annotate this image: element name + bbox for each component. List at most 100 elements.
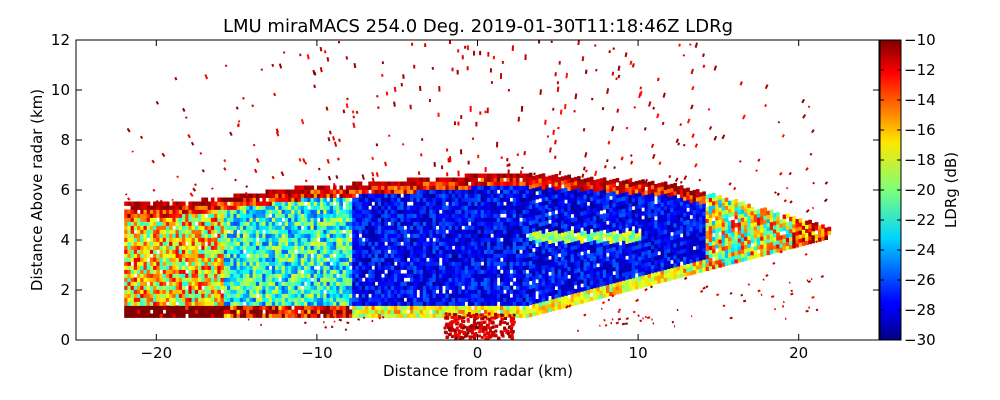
heatmap-cell [291,213,295,218]
heatmap-cell [535,175,539,180]
heatmap-cell [461,309,465,314]
heatmap-cell [124,225,128,230]
heatmap-cell [622,212,626,217]
heatmap-cell [490,197,494,202]
heatmap-cell [403,313,408,318]
heatmap-cell [165,249,170,254]
heatmap-cell [329,253,334,258]
heatmap-cell [201,277,205,282]
heatmap-cell [239,273,244,278]
heatmap-cell [422,205,427,210]
heatmap-cell [480,213,485,218]
heatmap-cell [628,278,633,284]
heatmap-cell [233,309,237,314]
heatmap-cell [368,301,372,306]
heatmap-cell [352,309,356,314]
heatmap-cell [252,217,257,222]
heatmap-cell [567,266,571,271]
heatmap-cell [561,208,565,213]
heatmap-cell [294,281,298,286]
heatmap-cell [471,193,475,198]
heatmap-cell [532,239,536,245]
heatmap-cell [191,257,196,262]
heatmap-cell [394,197,398,202]
heatmap-cell [355,253,359,258]
heatmap-cell [461,209,465,214]
heatmap-cell [233,193,237,198]
heatmap-cell [493,289,498,294]
heatmap-cell [580,259,584,264]
heatmap-cell [631,189,636,195]
heatmap-cell [445,265,449,270]
heatmap-cell [554,190,559,195]
heatmap-cell [326,185,331,190]
heatmap-cell [641,219,645,224]
heatmap-cell [589,212,594,218]
heatmap-cell [400,205,404,210]
heatmap-cell [320,201,324,206]
heatmap-cell [371,269,376,274]
heatmap-cell [413,177,417,182]
heatmap-cell [480,265,485,270]
heatmap-cell [259,309,263,314]
heatmap-cell [493,309,498,314]
heatmap-cell [316,245,321,250]
heatmap-cell [252,249,257,254]
heatmap-cell [239,277,244,282]
heatmap-cell [403,233,408,238]
heatmap-cell [641,271,645,276]
heatmap-cell [291,197,295,202]
heatmap-cell [625,179,629,184]
heatmap-cell [310,313,315,318]
heatmap-cell [230,229,234,234]
heatmap-cell [133,277,138,282]
heatmap-cell [194,281,199,286]
heatmap-cell [406,313,411,318]
heatmap-cell [609,207,613,213]
heatmap-cell [599,282,604,287]
heatmap-cell [313,241,318,246]
heatmap-cell [628,218,633,224]
heatmap-cell [394,245,398,250]
heatmap-cell [545,264,549,269]
heatmap-cell [509,177,514,182]
heatmap-cell [271,289,276,294]
heatmap-cell [429,185,433,190]
heatmap-cell [243,289,247,294]
heatmap-cell [249,221,253,226]
heatmap-cell [329,201,334,206]
heatmap-cell [233,249,237,254]
heatmap-cell [252,273,257,278]
heatmap-cell [194,209,199,214]
heatmap-cell [455,193,459,198]
heatmap-cell [522,201,527,206]
heatmap-cell [609,191,613,197]
heatmap-cell [307,269,311,274]
heatmap-cell [336,225,340,230]
heatmap-cell [429,233,433,238]
heatmap-cell [159,245,164,250]
heatmap-cell [352,253,356,258]
heatmap-cell [271,209,276,214]
heatmap-cell [149,297,154,302]
heatmap-cell [599,262,604,267]
heatmap-cell [422,225,427,230]
heatmap-cell [243,297,247,302]
heatmap-cell [275,273,279,278]
heatmap-cell [259,257,263,262]
heatmap-cell [281,281,286,286]
heatmap-cell [281,205,286,210]
heatmap-cell [397,273,401,278]
heatmap-cell [352,233,356,238]
heatmap-cell [191,293,196,298]
heatmap-cell [532,195,536,201]
heatmap-cell [326,253,331,258]
heatmap-cell [156,265,160,270]
heatmap-cell [416,265,421,270]
heatmap-cell [223,297,228,302]
heatmap-cell [580,183,584,188]
heatmap-cell [397,225,401,230]
heatmap-cell [455,253,459,258]
heatmap-cell [609,219,613,225]
heatmap-cell [313,277,318,282]
